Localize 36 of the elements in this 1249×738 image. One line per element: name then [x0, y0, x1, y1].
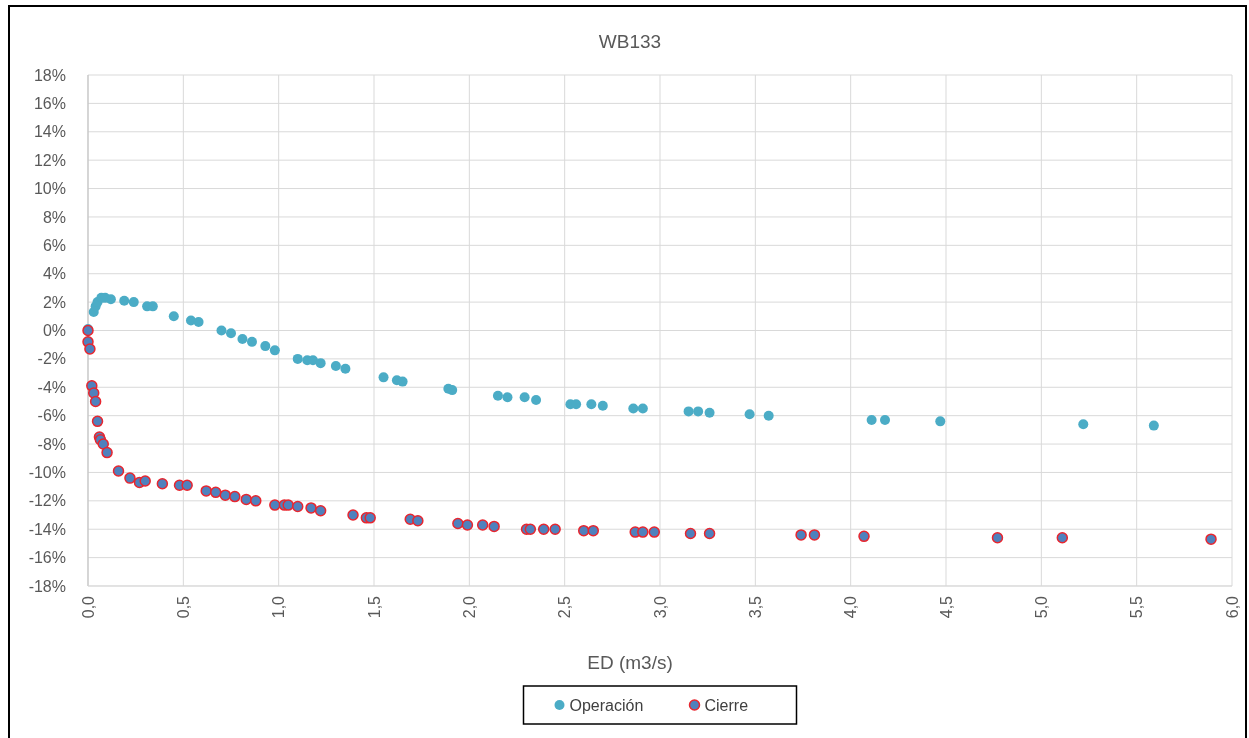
y-tick-label: -10%: [28, 464, 66, 482]
y-tick-label: 0%: [42, 322, 66, 340]
y-tick-label: 2%: [42, 293, 66, 311]
x-tick-label: 6,0: [1223, 595, 1241, 619]
y-tick-label: 8%: [42, 208, 66, 226]
x-axis-title: ED (m3/s): [587, 652, 673, 673]
x-tick-label: 1,5: [365, 595, 383, 619]
y-tick-label: -16%: [28, 549, 66, 567]
x-tick-label: 0,0: [79, 595, 97, 619]
legend-label: Operación: [569, 696, 644, 714]
y-tick-label: -6%: [37, 407, 66, 425]
y-tick-label: 12%: [33, 151, 66, 169]
x-tick-label: 2,0: [460, 595, 478, 619]
y-tick-label: 14%: [33, 123, 66, 141]
y-tick-label: -8%: [37, 435, 66, 453]
y-tick-label: -4%: [37, 378, 66, 396]
y-tick-label: 16%: [33, 94, 66, 112]
x-tick-label: 3,5: [746, 595, 764, 619]
y-tick-label: -12%: [28, 492, 66, 510]
x-tick-label: 0,5: [174, 595, 192, 619]
x-tick-label: 5,0: [1032, 595, 1050, 619]
x-tick-label: 5,5: [1128, 595, 1146, 619]
y-tick-label: -18%: [28, 577, 66, 595]
x-tick-label: 1,0: [270, 595, 288, 619]
chart-title: WB133: [598, 31, 662, 52]
x-tick-label: 2,5: [556, 595, 574, 619]
y-tick-label: 6%: [42, 236, 66, 254]
legend-label: Cierre: [704, 696, 749, 714]
x-tick-label: 4,0: [842, 595, 860, 619]
y-tick-label: 10%: [33, 180, 66, 198]
y-tick-label: -2%: [37, 350, 66, 368]
y-tick-label: 18%: [33, 66, 66, 84]
x-tick-label: 4,5: [937, 595, 955, 619]
y-tick-label: 4%: [42, 265, 66, 283]
y-tick-label: -14%: [28, 520, 66, 538]
x-tick-label: 3,0: [651, 595, 669, 619]
